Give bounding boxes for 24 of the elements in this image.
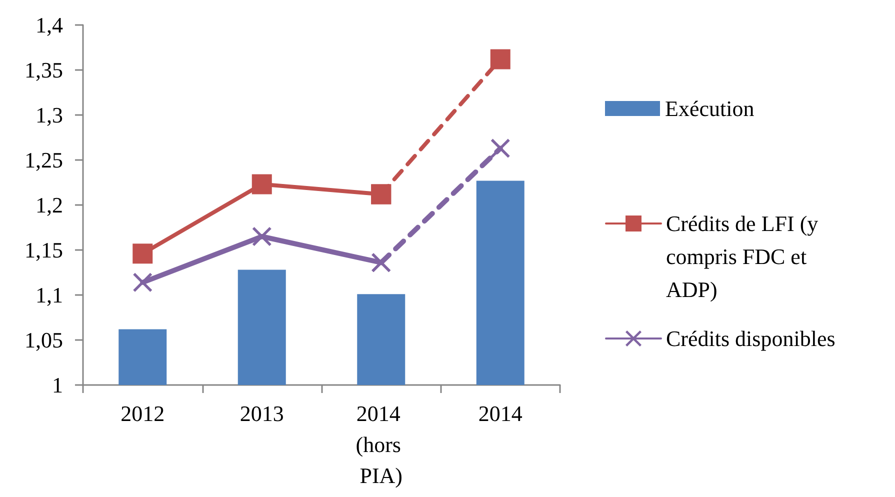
legend-label: Crédits disponibles [666,326,836,351]
y-tick-label: 1,15 [24,238,63,262]
x-tick-label: 2014 (hors PIA) [356,401,406,488]
point [490,49,510,70]
point [133,272,152,292]
y-tick-label: 1,3 [36,102,63,128]
y-tick-label: 1,05 [24,328,63,352]
point [372,253,391,272]
point [490,138,510,158]
y-tick-label: 1,25 [24,148,63,172]
y-tick-label: 1 [52,372,63,398]
legend-label: Crédits de LFI (y compris FDC et ADP) [666,211,824,302]
x-tick-label: 2012 [120,401,165,426]
x-tick-label: 2014 [478,401,522,426]
y-tick-label: 1,1 [36,282,63,308]
legend-label: Exécution [665,96,754,121]
point [252,227,272,246]
y-tick-label: 1,2 [36,192,63,218]
y-tick-label: 1,35 [24,58,63,82]
point [252,174,272,194]
point [371,184,392,204]
y-tick-label: 1,4 [36,12,63,38]
x-tick-label: 2013 [240,401,284,426]
point [132,244,153,264]
